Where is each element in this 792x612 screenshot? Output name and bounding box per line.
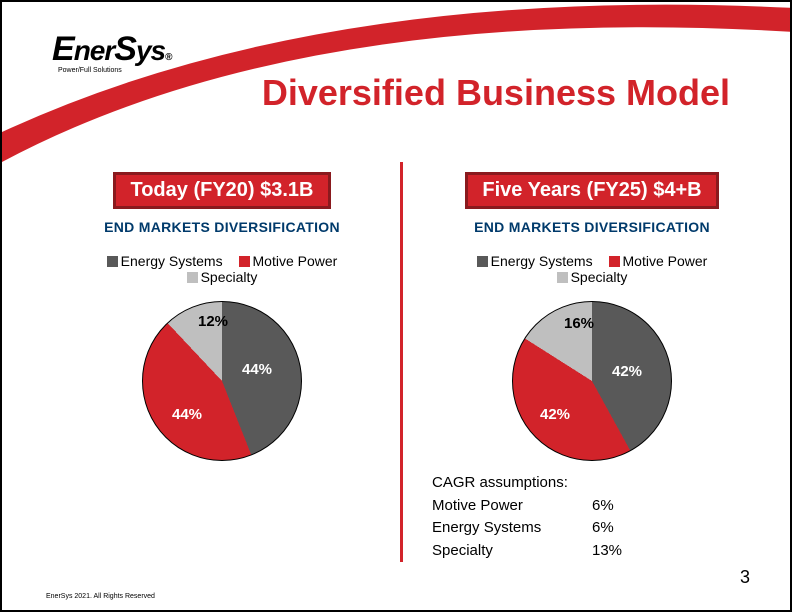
left-pie-wrap: 44% 44% 12% (62, 301, 382, 471)
right-subtitle: END MARKETS DIVERSIFICATION (432, 219, 752, 235)
assumptions-heading: CAGR assumptions: (432, 472, 692, 495)
assumptions-row: Specialty13% (432, 540, 692, 563)
legend-label: Specialty (201, 269, 258, 285)
legend-item: Motive Power (609, 253, 708, 269)
pie-slice-label: 12% (198, 313, 228, 330)
footer-copyright: EnerSys 2021. All Rights Reserved (46, 593, 155, 600)
pie-slice-label: 42% (612, 363, 642, 380)
column-divider (400, 162, 403, 562)
legend-label: Motive Power (623, 253, 708, 269)
left-legend: Energy Systems Motive Power Specialty (62, 253, 382, 285)
pie-slice-label: 16% (564, 315, 594, 332)
assumption-key: Motive Power (432, 495, 592, 518)
assumption-val: 13% (592, 540, 622, 563)
legend-swatch (239, 256, 250, 267)
left-column: Today (FY20) $3.1B END MARKETS DIVERSIFI… (62, 172, 382, 471)
assumptions-row: Energy Systems6% (432, 517, 692, 540)
legend-label: Specialty (571, 269, 628, 285)
right-column: Five Years (FY25) $4+B END MARKETS DIVER… (432, 172, 752, 471)
legend-item: Specialty (187, 269, 258, 285)
assumption-key: Specialty (432, 540, 592, 563)
legend-label: Energy Systems (121, 253, 223, 269)
slide: EnerSys® Power/Full Solutions Diversifie… (0, 0, 792, 612)
assumptions-block: CAGR assumptions: Motive Power6% Energy … (432, 472, 692, 562)
page-title: Diversified Business Model (262, 72, 730, 114)
page-number: 3 (740, 567, 750, 588)
legend-label: Motive Power (253, 253, 338, 269)
legend-item: Motive Power (239, 253, 338, 269)
right-pill: Five Years (FY25) $4+B (465, 172, 718, 209)
legend-swatch (557, 272, 568, 283)
legend-item: Energy Systems (107, 253, 223, 269)
assumption-val: 6% (592, 495, 614, 518)
legend-swatch (477, 256, 488, 267)
legend-swatch (107, 256, 118, 267)
right-pie-wrap: 42% 42% 16% (432, 301, 752, 471)
logo-text: EnerSys® (52, 30, 171, 69)
pie-slice-label: 42% (540, 406, 570, 423)
legend-item: Energy Systems (477, 253, 593, 269)
legend-item: Specialty (557, 269, 628, 285)
assumptions-row: Motive Power6% (432, 495, 692, 518)
assumption-key: Energy Systems (432, 517, 592, 540)
legend-label: Energy Systems (491, 253, 593, 269)
legend-swatch (187, 272, 198, 283)
right-legend: Energy Systems Motive Power Specialty (432, 253, 752, 285)
legend-swatch (609, 256, 620, 267)
pie-slice-label: 44% (242, 361, 272, 378)
left-pill: Today (FY20) $3.1B (113, 172, 330, 209)
logo: EnerSys® Power/Full Solutions (52, 30, 171, 74)
left-subtitle: END MARKETS DIVERSIFICATION (62, 219, 382, 235)
pie-slice-label: 44% (172, 406, 202, 423)
assumption-val: 6% (592, 517, 614, 540)
